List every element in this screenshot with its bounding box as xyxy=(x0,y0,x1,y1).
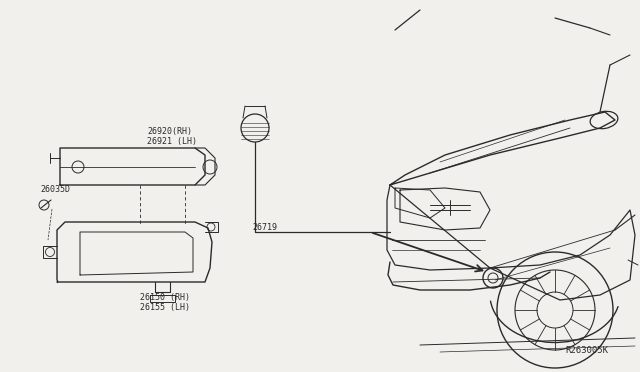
Text: 26920(RH)
26921 (LH): 26920(RH) 26921 (LH) xyxy=(147,127,197,147)
Ellipse shape xyxy=(590,111,618,129)
Text: 26035D: 26035D xyxy=(40,185,70,193)
Text: R263005K: R263005K xyxy=(565,346,608,355)
Text: 26719: 26719 xyxy=(252,224,277,232)
Text: 26150 (RH)
26155 (LH): 26150 (RH) 26155 (LH) xyxy=(140,293,190,312)
